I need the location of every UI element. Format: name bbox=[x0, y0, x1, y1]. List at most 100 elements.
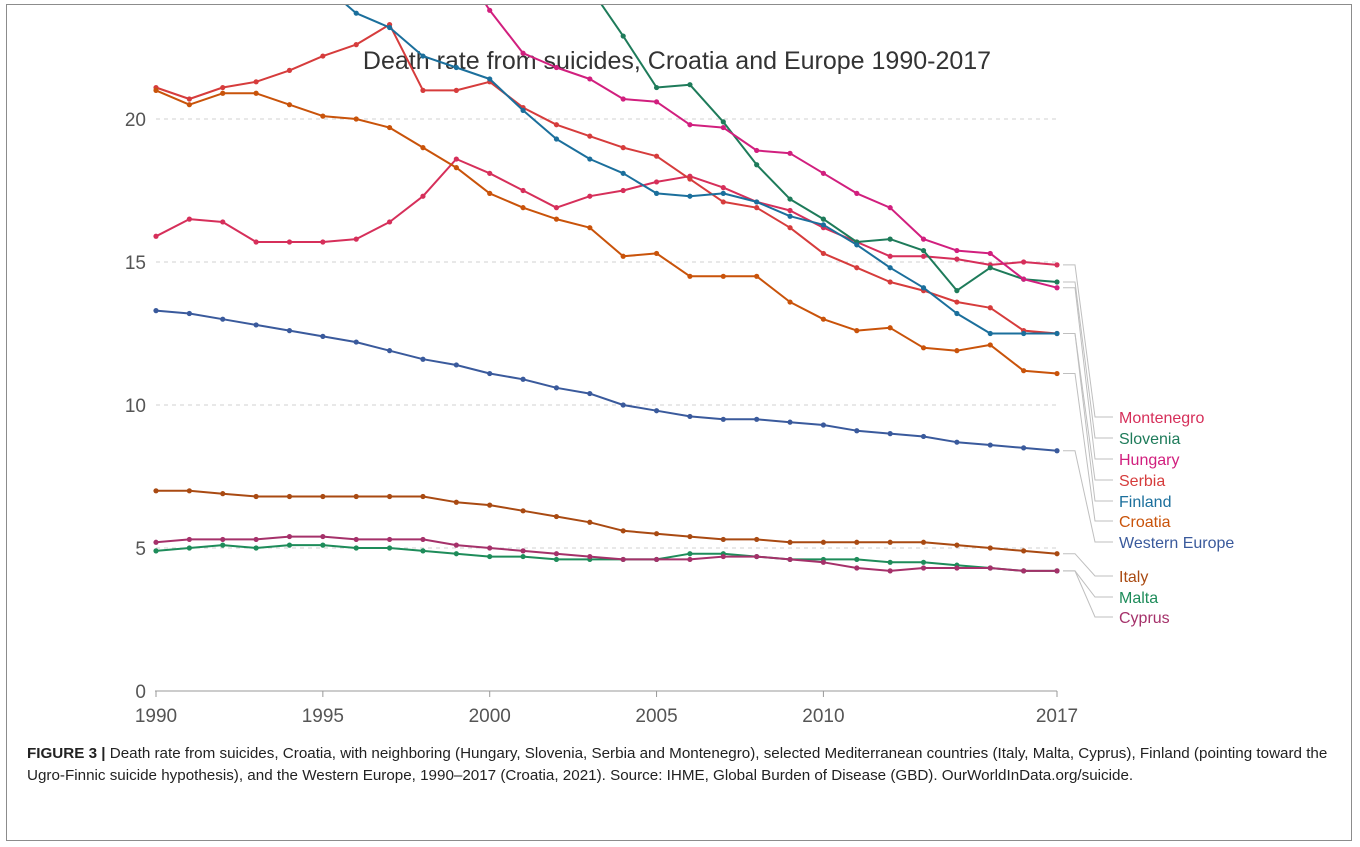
leader-line-western-europe bbox=[1063, 450, 1113, 543]
data-point-slovenia bbox=[920, 247, 927, 254]
data-point-cyprus bbox=[220, 536, 226, 543]
data-point-italy bbox=[420, 493, 426, 500]
series-line-malta bbox=[155, 544, 1057, 572]
data-point-cyprus bbox=[1054, 568, 1060, 574]
data-point-italy bbox=[887, 539, 893, 545]
data-point-croatia bbox=[987, 342, 993, 348]
data-point-serbia bbox=[620, 145, 626, 151]
data-point-western-europe bbox=[453, 362, 459, 368]
series-italy bbox=[153, 488, 1060, 557]
data-point-italy bbox=[720, 536, 726, 543]
data-point-western-europe bbox=[587, 390, 593, 397]
data-point-hungary bbox=[787, 150, 793, 156]
data-point-croatia bbox=[1021, 368, 1027, 374]
data-point-hungary bbox=[720, 124, 726, 131]
leader-line-finland bbox=[1063, 333, 1113, 502]
data-point-western-europe bbox=[987, 442, 993, 448]
data-point-croatia bbox=[186, 102, 192, 108]
data-point-cyprus bbox=[787, 556, 793, 563]
series-serbia bbox=[153, 22, 1060, 337]
data-point-cyprus bbox=[587, 553, 593, 560]
line-chart: Death rate from suicides, Croatia and Eu… bbox=[125, 5, 1234, 727]
data-point-finland bbox=[587, 156, 593, 162]
data-point-croatia bbox=[553, 216, 560, 222]
data-point-slovenia bbox=[620, 33, 626, 39]
data-point-cyprus bbox=[253, 536, 259, 543]
series-label-croatia: Croatia bbox=[1119, 514, 1171, 531]
series-line-hungary bbox=[485, 5, 1058, 289]
data-point-western-europe bbox=[253, 322, 259, 328]
series-croatia bbox=[153, 87, 1060, 377]
data-point-cyprus bbox=[420, 536, 426, 543]
leader-line-malta bbox=[1063, 570, 1113, 598]
series-line-serbia bbox=[155, 23, 1058, 335]
data-point-serbia bbox=[954, 299, 960, 305]
data-point-cyprus bbox=[520, 548, 526, 554]
data-point-croatia bbox=[420, 145, 426, 151]
series-label-finland: Finland bbox=[1119, 494, 1171, 511]
data-point-western-europe bbox=[854, 428, 860, 434]
data-point-western-europe bbox=[754, 416, 760, 422]
data-point-western-europe bbox=[887, 431, 893, 437]
data-point-italy bbox=[286, 493, 293, 500]
data-point-malta bbox=[186, 545, 192, 551]
series-western-europe bbox=[153, 308, 1060, 454]
data-point-italy bbox=[553, 513, 560, 520]
data-point-finland bbox=[720, 190, 726, 196]
data-point-finland bbox=[754, 199, 760, 205]
data-point-montenegro bbox=[487, 170, 493, 176]
data-point-serbia bbox=[887, 279, 893, 285]
leader-line-hungary bbox=[1063, 287, 1113, 460]
data-point-montenegro bbox=[553, 205, 560, 211]
data-point-serbia bbox=[987, 305, 993, 311]
axes: 051015202530199019952000200520102017 bbox=[125, 110, 1078, 727]
data-point-croatia bbox=[954, 348, 960, 354]
data-point-finland bbox=[854, 242, 860, 248]
data-point-montenegro bbox=[720, 185, 726, 191]
data-point-hungary bbox=[620, 96, 626, 102]
data-point-italy bbox=[620, 528, 626, 534]
data-point-malta bbox=[253, 545, 259, 551]
data-point-hungary bbox=[653, 99, 660, 105]
data-point-cyprus bbox=[987, 565, 993, 571]
data-point-western-europe bbox=[353, 339, 359, 345]
data-point-italy bbox=[653, 531, 660, 537]
y-tick-label: 0 bbox=[135, 682, 146, 703]
data-point-western-europe bbox=[386, 348, 393, 354]
data-point-western-europe bbox=[920, 433, 927, 440]
data-point-croatia bbox=[720, 273, 726, 279]
data-point-serbia bbox=[286, 67, 293, 73]
data-point-croatia bbox=[386, 124, 393, 131]
x-tick-label: 2005 bbox=[635, 706, 677, 727]
data-point-slovenia bbox=[687, 82, 693, 88]
data-point-croatia bbox=[587, 225, 593, 231]
data-point-croatia bbox=[620, 253, 626, 259]
leader-line-cyprus bbox=[1063, 570, 1113, 618]
data-point-hungary bbox=[987, 250, 993, 257]
data-point-hungary bbox=[687, 122, 693, 128]
data-point-serbia bbox=[820, 250, 827, 257]
series-lines bbox=[153, 5, 1060, 574]
data-point-italy bbox=[854, 539, 860, 545]
data-point-malta bbox=[520, 553, 526, 560]
data-point-western-europe bbox=[186, 310, 192, 317]
data-point-serbia bbox=[320, 53, 326, 59]
data-point-western-europe bbox=[620, 402, 626, 408]
data-point-cyprus bbox=[487, 545, 493, 551]
figure-frame: Death rate from suicides, Croatia and Eu… bbox=[6, 4, 1352, 841]
series-label-western-europe: Western Europe bbox=[1119, 535, 1234, 552]
data-point-montenegro bbox=[887, 253, 893, 259]
data-point-italy bbox=[520, 508, 526, 514]
figure-caption-text: Death rate from suicides, Croatia, with … bbox=[27, 745, 1328, 784]
data-point-finland bbox=[887, 265, 893, 271]
data-point-cyprus bbox=[353, 536, 359, 543]
series-label-slovenia: Slovenia bbox=[1119, 431, 1180, 448]
data-point-malta bbox=[353, 545, 359, 551]
data-point-finland bbox=[453, 64, 459, 71]
data-point-cyprus bbox=[453, 542, 459, 548]
data-point-hungary bbox=[887, 205, 893, 211]
data-point-montenegro bbox=[220, 219, 226, 225]
data-point-western-europe bbox=[320, 333, 326, 339]
data-point-western-europe bbox=[954, 439, 960, 445]
data-point-italy bbox=[1021, 548, 1027, 554]
